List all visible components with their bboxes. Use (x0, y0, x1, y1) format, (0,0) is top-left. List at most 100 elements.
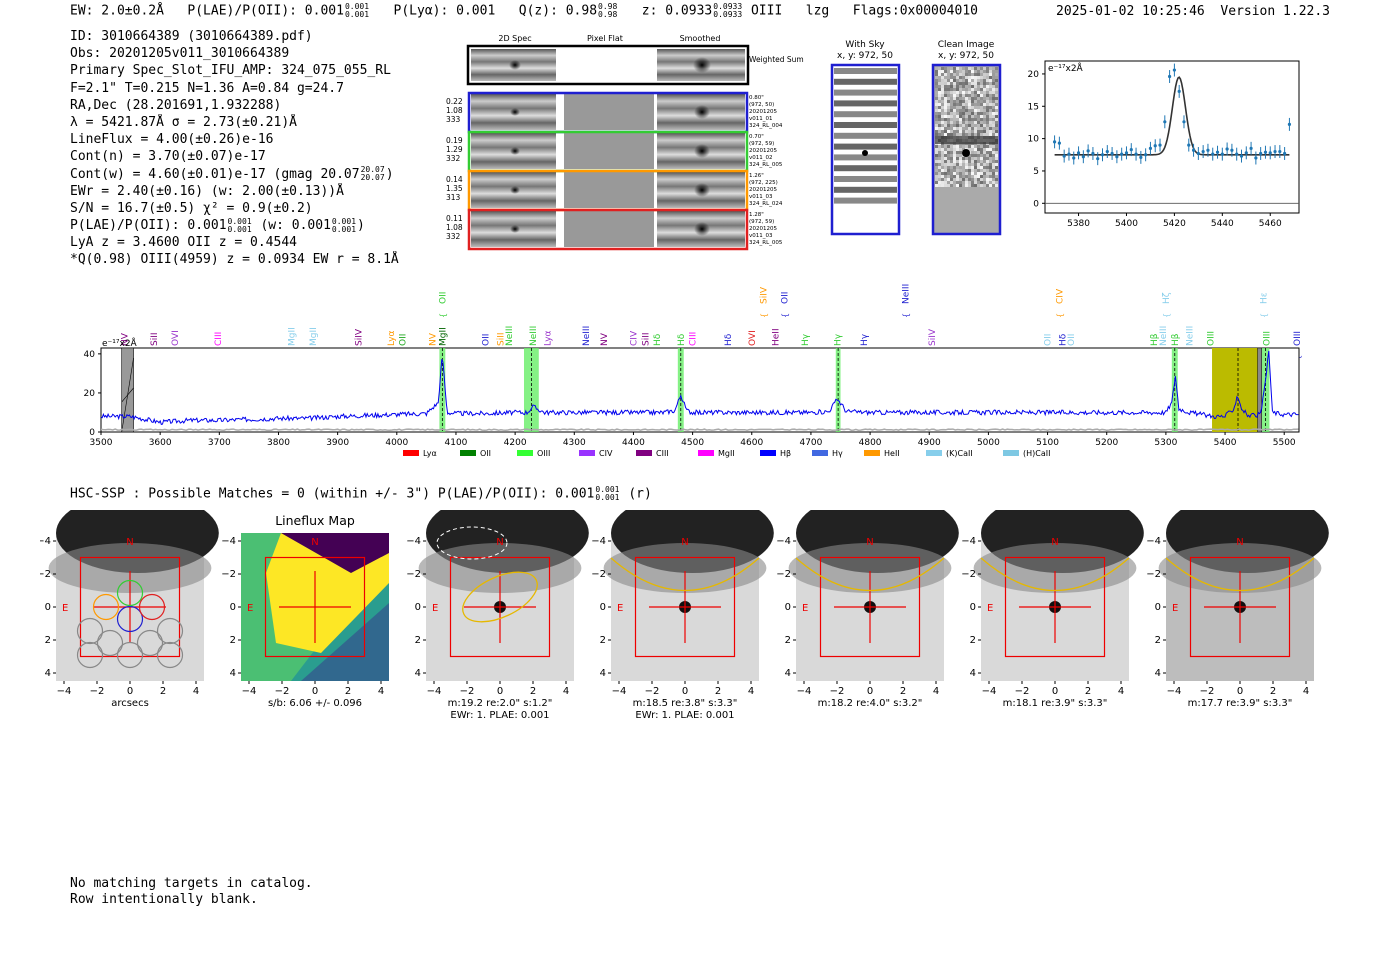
line-fit-point (1076, 151, 1081, 155)
legend-swatch (517, 450, 533, 456)
spectrum-xtick: 5300 (1154, 438, 1177, 448)
source-ellipse (795, 557, 945, 592)
line-fit-point (1067, 152, 1071, 156)
panel-xtick: 2 (900, 686, 906, 697)
col-label-2dspec: 2D Spec (498, 34, 531, 43)
line-fit-point (1144, 153, 1148, 157)
cutout-blob (694, 183, 710, 197)
cutout-meta: 324_RL_005 (749, 240, 783, 246)
cutout-meta: 20201205 (749, 109, 777, 115)
spectrum-xtick: 5400 (1214, 438, 1237, 448)
sky-fiber-stripe (834, 143, 897, 150)
svg-text:Hγ: Hγ (801, 333, 811, 346)
info-obs: Obs: 20201205v011_3010664389 (70, 46, 290, 62)
svg-text:{: { (902, 313, 911, 318)
panel-ytick: −2 (40, 569, 51, 580)
line-fit-point (1239, 154, 1244, 158)
legend-label: Lyα (423, 449, 437, 458)
spectrum-xtick: 4800 (859, 438, 882, 448)
north-label: N (1236, 537, 1243, 548)
panel-xtick: 4 (933, 686, 939, 697)
panel-xtick: 0 (127, 686, 133, 697)
panel-ytick: 4 (45, 668, 51, 679)
panel-ytick: 0 (45, 602, 51, 613)
line-fit-point (1235, 152, 1239, 156)
panel-xtick: 0 (867, 686, 873, 697)
line-fit-ytick: 20 (1028, 70, 1040, 80)
panel-ytick: 2 (45, 635, 51, 646)
info-id: ID: 3010664389 (3010664389.pdf) (70, 29, 313, 44)
cutout-meta: 0.80" (749, 95, 764, 101)
line-fit-point (1115, 155, 1119, 159)
svg-text:OII: OII (482, 334, 492, 346)
spectrum-xtick: 5000 (977, 438, 1000, 448)
panel-ytick: 0 (1155, 602, 1161, 613)
panel-xtick: 0 (497, 686, 503, 697)
svg-text:NV: NV (428, 332, 438, 346)
qz-range: 0.98 0.98 (598, 2, 618, 19)
panel-ytick: 2 (785, 635, 791, 646)
info-plae: P(LAE)/P(OII): 0.001 0.001 0.001 (w: 0.001… (70, 217, 365, 234)
line-fit-point (1096, 157, 1100, 161)
sky-fiber-stripe (834, 111, 897, 118)
svg-text:{: { (760, 313, 769, 318)
svg-text:Hβ: Hβ (1150, 333, 1160, 346)
legend-label: OII (480, 449, 491, 458)
cutout-stat: 0.14 (446, 175, 463, 184)
fiber-circle (156, 617, 184, 645)
col-label-pixelflat: Pixel Flat (587, 34, 623, 43)
panel-xtick: 0 (1237, 686, 1243, 697)
svg-text:CIII: CIII (689, 332, 699, 346)
sky-fiber-stripe (834, 68, 897, 74)
cutout-meta: (972, 225) (749, 180, 778, 186)
line-fit-point (1086, 149, 1090, 153)
source-ellipse (462, 571, 538, 623)
fiber-images: With Sky x, y: 972, 50 Clean Image x, y:… (830, 40, 1002, 236)
hsc-panels: Fiber PositionsNE−44−22002−24−4arcsecsLi… (40, 510, 1329, 721)
line-fit-point (1091, 151, 1095, 156)
panel-xtick: −4 (612, 686, 627, 697)
legend-swatch (864, 450, 880, 456)
fiber-circle (116, 641, 144, 669)
legend-label: Hβ (780, 449, 791, 458)
svg-text:NV: NV (121, 332, 131, 346)
cutout-meta: (972, 50) (749, 102, 774, 108)
info-fiber-params: F=2.1" T=0.215 N=1.36 A=0.84 g=24.7 (70, 80, 344, 96)
cutout-meta: 324_RL_004 (749, 123, 783, 129)
line-fit-point (1187, 143, 1191, 147)
panel-ytick: −4 (776, 536, 791, 547)
cutout-stat: 1.29 (446, 145, 463, 154)
weighted-sum-label: Weighted Sum (749, 55, 804, 64)
east-label: E (1172, 603, 1178, 614)
spectral-line-label: SiIV { (760, 286, 770, 318)
spectrum-xtick: 4900 (918, 438, 941, 448)
fiber-circle (96, 629, 124, 657)
svg-text:OIII: OIII (1262, 331, 1272, 346)
plae-range: 0.001 0.001 (344, 2, 370, 19)
panel-xtick: 4 (1303, 686, 1309, 697)
line-fit-point (1081, 155, 1085, 159)
clean-image-title: Clean Image (938, 40, 995, 50)
spectrum-xtick: 3800 (267, 438, 290, 448)
panel-ytick: −2 (591, 569, 606, 580)
panel-ytick: −4 (40, 536, 51, 547)
line-fit-yunit: e⁻¹⁷x2Å (1048, 62, 1084, 74)
line-fit-xtick: 5440 (1211, 219, 1234, 229)
panel-ytick: 4 (970, 668, 976, 679)
info-primary: Primary Spec_Slot_IFU_AMP: 324_075_055_R… (70, 63, 391, 79)
svg-text:SiIV: SiIV (760, 286, 770, 304)
svg-text:Lyα: Lyα (544, 330, 554, 346)
svg-text:OIII: OIII (1206, 331, 1216, 346)
panel-caption: m:18.2 re:4.0" s:3.2" (818, 698, 923, 709)
svg-text:HeII: HeII (771, 328, 781, 346)
line-fit-point (1191, 148, 1196, 152)
svg-text:NeIII: NeIII (529, 326, 539, 346)
cutout-stat: 1.08 (446, 223, 463, 232)
svg-text:Hγ: Hγ (860, 333, 870, 346)
line-fit-ytick: 5 (1033, 167, 1039, 177)
catalog-note: No matching targets in catalog. Row inte… (70, 876, 313, 908)
